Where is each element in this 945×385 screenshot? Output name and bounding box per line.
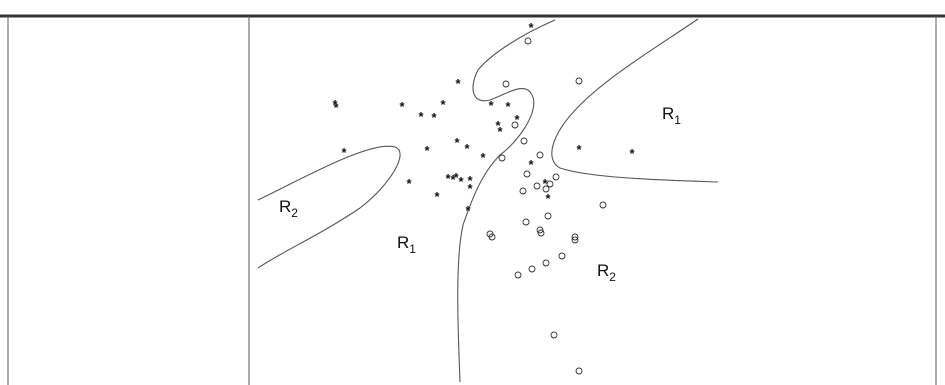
asterisk-point: * [495,118,501,133]
circle-point [542,259,550,267]
circle-point [524,37,532,45]
asterisk-point: * [454,135,460,150]
asterisk-point: * [545,191,551,206]
circle-point [511,121,519,129]
circle-point [488,233,496,241]
asterisk-point: * [440,97,446,112]
asterisk-point: * [399,99,405,114]
asterisk-point: * [333,100,339,115]
asterisk-point: * [424,143,430,158]
decision-boundaries [257,18,719,383]
asterisk-point: * [464,141,470,156]
circle-point [537,229,545,237]
circle-point [514,271,522,279]
asterisk-point: * [445,171,451,186]
circle-point [558,252,566,260]
asterisk-point: * [488,98,494,113]
circle-point [599,201,607,209]
region-label-r2-left: R2 [279,197,298,220]
boundary-center-curve [457,19,556,383]
circle-point [519,187,527,195]
asterisk-point: * [528,20,534,35]
circle-point [502,80,510,88]
asterisk-point: * [431,110,437,125]
asterisk-point: * [497,124,503,139]
circle-point [520,137,528,145]
circle-point [550,331,558,339]
region-label-r1-right: R1 [662,104,681,127]
region-labels: R1 R2 R1 R2 [279,104,681,284]
circle-point [571,233,579,241]
asterisk-point: * [458,174,464,189]
region-label-r2-bottom: R2 [597,261,616,284]
asterisk-point: * [629,146,635,161]
asterisk-point: * [467,181,473,196]
asterisk-point: * [434,189,440,204]
asterisk-point: * [341,145,347,160]
circle-point [498,154,506,162]
asterisk-point: * [542,176,548,191]
circle-point [552,173,560,181]
circle-point [544,212,552,220]
asterisk-point: * [332,97,338,112]
asterisk-point: * [514,112,520,127]
circle-point [571,236,579,244]
asterisk-point: * [467,173,473,188]
circle-point [533,182,541,190]
asterisk-point: * [453,170,459,185]
asterisk-point: * [505,99,511,114]
region-label-r1-center: R1 [397,233,416,256]
circle-point [546,180,554,188]
asterisk-point: * [465,203,471,218]
asterisk-point: * [455,76,461,91]
scatter-markers: *** *** ** * ***** ** *** ** ** ******** * [332,20,635,375]
circle-point [522,218,530,226]
circle-point [536,151,544,159]
boundary-left-hyperbola [257,145,401,269]
boundary-right-hyperbola [551,18,719,183]
asterisk-point: * [406,176,412,191]
circle-point [575,367,583,375]
circle-point [528,265,536,273]
circle-point [575,77,583,85]
asterisk-point: * [528,157,534,172]
circle-point [542,185,550,193]
asterisk-point: * [418,109,424,124]
asterisk-point: * [576,142,582,157]
circle-point [523,170,531,178]
asterisk-point: * [480,150,486,165]
asterisk-point: * [450,172,456,187]
circle-point [536,226,544,234]
